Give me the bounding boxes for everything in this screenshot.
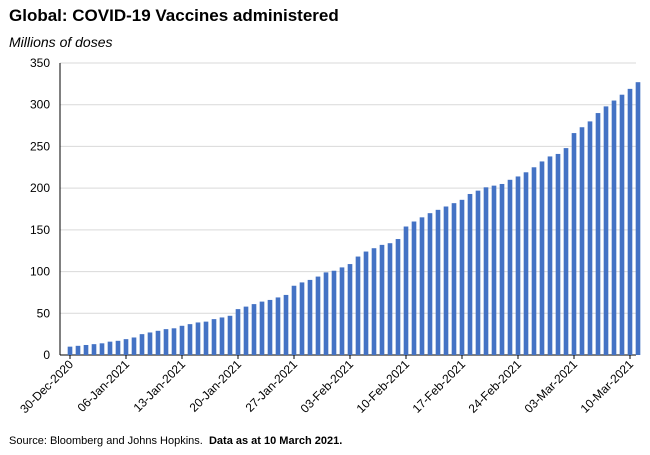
y-tick-label: 250 <box>30 139 50 153</box>
y-tick-label: 100 <box>30 265 50 279</box>
bar <box>331 270 337 355</box>
bar <box>219 317 225 355</box>
x-tick-label: 10-Mar-2021 <box>578 357 637 416</box>
source-text: Source: Bloomberg and Johns Hopkins. <box>9 435 203 447</box>
bar <box>427 213 433 355</box>
y-tick-label: 0 <box>43 348 50 362</box>
chart-title: Global: COVID-19 Vaccines administered <box>9 6 339 25</box>
x-tick-label: 30-Dec-2020 <box>17 357 76 416</box>
bar <box>187 324 193 355</box>
bar <box>315 276 321 355</box>
x-tick-label: 17-Feb-2021 <box>410 357 469 416</box>
y-tick-label: 50 <box>37 306 51 320</box>
chart-subtitle: Millions of doses <box>9 34 113 50</box>
bar <box>195 322 201 355</box>
y-tick-label: 350 <box>30 56 50 70</box>
bar <box>507 179 513 355</box>
bar <box>395 239 401 355</box>
bar <box>483 187 489 355</box>
bar <box>635 82 641 355</box>
x-tick-label: 10-Feb-2021 <box>354 357 413 416</box>
bar <box>611 100 617 356</box>
bar <box>283 294 289 355</box>
bar <box>435 209 441 355</box>
bar <box>171 328 177 355</box>
bar <box>467 193 473 355</box>
bar <box>179 325 185 355</box>
bar <box>323 272 329 355</box>
bar <box>523 172 529 355</box>
bar <box>203 321 209 355</box>
bar <box>531 167 537 355</box>
bar <box>67 346 73 355</box>
bar <box>475 190 481 355</box>
bar <box>443 206 449 355</box>
x-tick-label: 03-Feb-2021 <box>298 357 357 416</box>
bar <box>403 226 409 355</box>
bar <box>291 285 297 355</box>
bar <box>227 315 233 355</box>
bar <box>587 121 593 356</box>
bar <box>539 161 545 355</box>
bar <box>235 309 241 355</box>
bar <box>147 332 153 355</box>
bar <box>419 217 425 355</box>
bar <box>571 133 577 355</box>
bar <box>619 94 625 356</box>
bar <box>339 267 345 355</box>
bar <box>83 344 89 355</box>
bar <box>155 330 161 355</box>
bar <box>267 299 273 355</box>
bar <box>307 279 313 355</box>
bar <box>251 304 257 355</box>
bar <box>107 341 113 355</box>
bar <box>579 127 585 356</box>
bar <box>131 337 137 355</box>
bar <box>355 256 361 355</box>
bar <box>627 88 633 355</box>
bar <box>387 243 393 355</box>
bar <box>379 244 385 355</box>
bar <box>563 148 569 355</box>
bar <box>363 251 369 355</box>
bar <box>99 343 105 355</box>
bar <box>459 199 465 355</box>
x-tick-label: 27-Jan-2021 <box>243 357 301 415</box>
bar <box>371 248 377 355</box>
bar <box>411 221 417 355</box>
bar <box>555 153 561 355</box>
source-note: Source: Bloomberg and Johns Hopkins. Dat… <box>9 435 342 447</box>
bar <box>547 156 553 355</box>
y-tick-label: 300 <box>30 98 50 112</box>
x-tick-label: 03-Mar-2021 <box>522 357 581 416</box>
bar <box>603 106 609 355</box>
y-tick-label: 200 <box>30 181 50 195</box>
x-tick-label: 24-Feb-2021 <box>466 357 525 416</box>
x-tick-label: 13-Jan-2021 <box>131 357 189 415</box>
bar <box>499 183 505 355</box>
bar <box>347 264 353 355</box>
bar <box>259 301 265 355</box>
bar <box>91 344 97 355</box>
bar <box>139 334 145 355</box>
data-date-note: Data as at 10 March 2021. <box>208 435 343 447</box>
bar <box>115 340 121 355</box>
bar <box>123 339 129 355</box>
y-tick-label: 150 <box>30 223 50 237</box>
bar <box>211 319 217 355</box>
bar <box>243 306 249 355</box>
bar <box>451 203 457 355</box>
bar <box>163 329 169 355</box>
x-tick-label: 20-Jan-2021 <box>187 357 245 415</box>
bar <box>595 113 601 355</box>
bar <box>299 282 305 355</box>
bar <box>515 176 521 355</box>
bar <box>491 185 497 355</box>
bar <box>275 297 281 355</box>
x-tick-label: 06-Jan-2021 <box>75 357 133 415</box>
bar <box>75 345 81 355</box>
